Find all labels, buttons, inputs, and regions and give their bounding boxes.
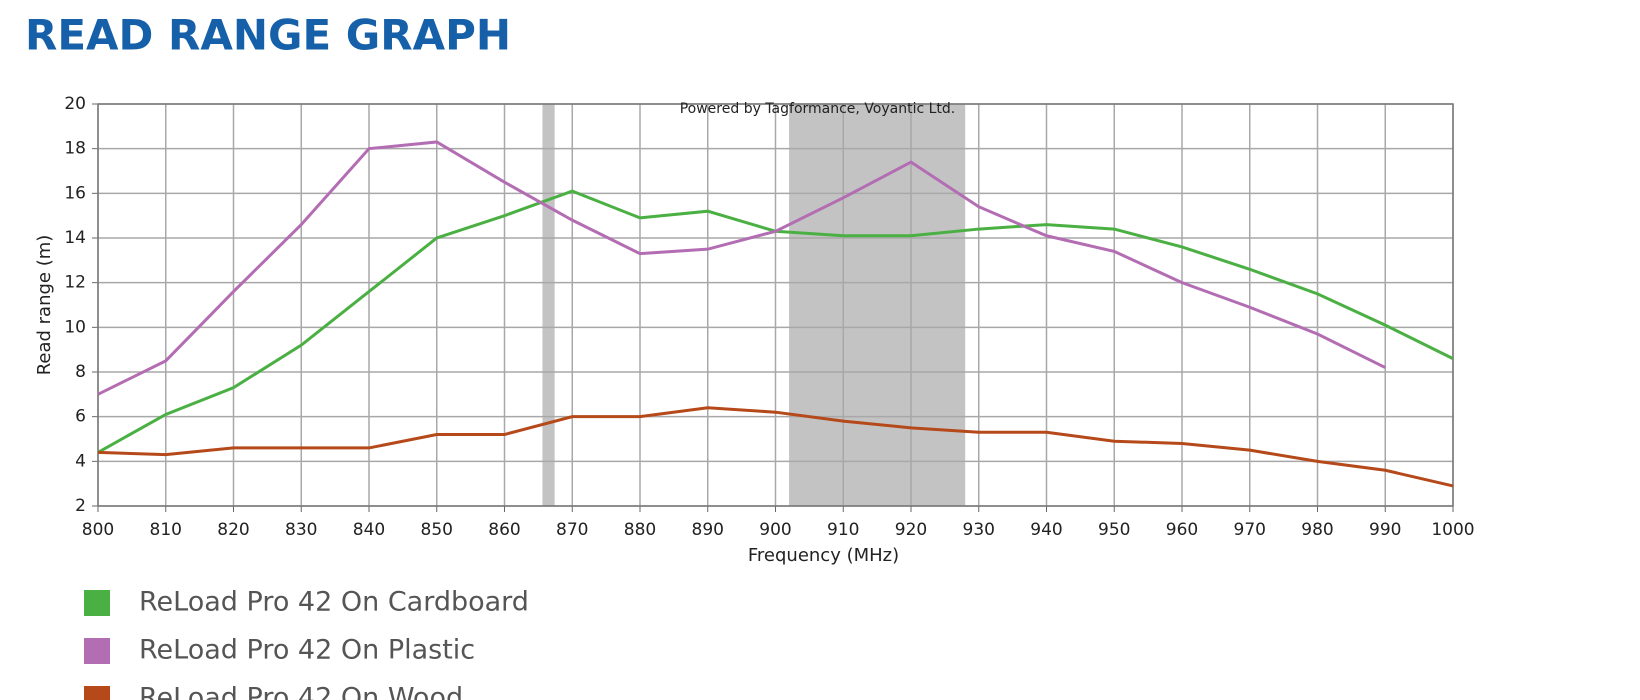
legend-label: ReLoad Pro 42 On Plastic xyxy=(139,635,475,666)
y-tick-label: 12 xyxy=(64,273,86,293)
x-tick-label: 980 xyxy=(1301,520,1333,540)
x-tick-label: 870 xyxy=(556,520,588,540)
y-tick-label: 18 xyxy=(64,139,86,159)
x-tick-label: 990 xyxy=(1369,520,1401,540)
x-tick-label: 900 xyxy=(759,520,791,540)
legend-label: ReLoad Pro 42 On Wood xyxy=(139,683,463,700)
band xyxy=(789,104,966,506)
y-tick-label: 16 xyxy=(64,183,86,203)
x-tick-label: 860 xyxy=(488,520,520,540)
x-tick-label: 820 xyxy=(217,520,249,540)
band xyxy=(542,104,555,506)
x-tick-label: 910 xyxy=(827,520,859,540)
y-tick-label: 4 xyxy=(75,451,86,471)
y-tick-label: 6 xyxy=(75,407,86,427)
x-axis-label: Frequency (MHz) xyxy=(748,545,899,566)
x-tick-label: 940 xyxy=(1030,520,1062,540)
x-tick-label: 890 xyxy=(692,520,724,540)
x-tick-label: 920 xyxy=(895,520,927,540)
legend-label: ReLoad Pro 42 On Cardboard xyxy=(139,587,529,618)
x-tick-label: 850 xyxy=(421,520,453,540)
y-tick-label: 14 xyxy=(64,228,86,248)
x-tick-label: 960 xyxy=(1166,520,1198,540)
x-tick-label: 970 xyxy=(1234,520,1266,540)
plot-frame xyxy=(97,103,1454,507)
legend-swatch xyxy=(84,590,110,616)
y-tick-label: 8 xyxy=(75,362,86,382)
x-tick-label: 810 xyxy=(150,520,182,540)
legend-swatch xyxy=(84,638,110,664)
legend-swatch xyxy=(84,686,110,700)
y-tick-label: 2 xyxy=(75,496,86,516)
chart-title: READ RANGE GRAPH xyxy=(25,11,511,60)
x-tick-label: 950 xyxy=(1098,520,1130,540)
y-tick-label: 20 xyxy=(64,94,86,114)
series-line xyxy=(97,406,1454,488)
x-tick-label: 880 xyxy=(624,520,656,540)
x-tick-label: 830 xyxy=(285,520,317,540)
x-tick-label: 840 xyxy=(353,520,385,540)
watermark: Powered by Tagformance, Voyantic Ltd. xyxy=(680,101,956,117)
x-tick-label: 930 xyxy=(963,520,995,540)
y-axis-label: Read range (m) xyxy=(34,235,55,376)
series-line xyxy=(97,140,1386,396)
x-tick-label: 1000 xyxy=(1431,520,1474,540)
x-tick-label: 800 xyxy=(82,520,114,540)
y-tick-label: 10 xyxy=(64,317,86,337)
